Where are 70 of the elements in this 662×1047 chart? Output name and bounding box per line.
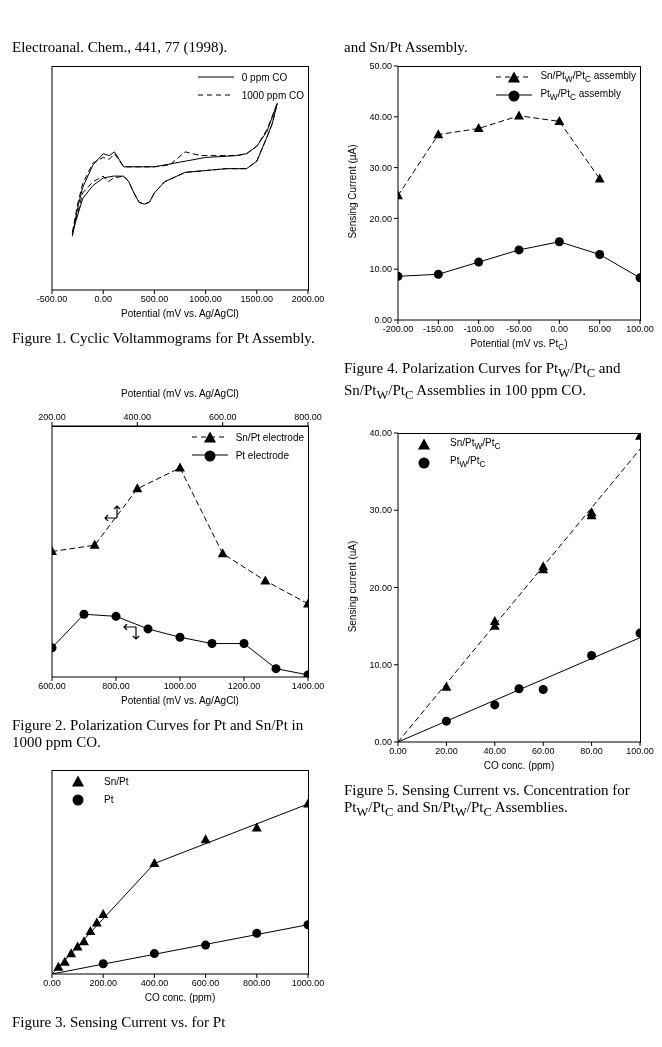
x-tick-label: -150.00 — [423, 324, 454, 335]
legend-label: 1000 ppm CO — [241, 89, 304, 101]
x-tick-label: 1200.00 — [227, 681, 261, 692]
y-tick-label: 30.00 — [369, 162, 392, 173]
x2-tick-label: 200.00 — [38, 412, 66, 422]
y-tick-label: 50.00 — [369, 61, 392, 72]
legend-label: Sn/Pt electrode — [235, 431, 304, 443]
x-tick-label: 200.00 — [89, 978, 117, 989]
text: and Sn/Pt Assembly. — [344, 38, 469, 56]
x-tick-label: 80.00 — [580, 746, 603, 757]
y-tick-label: 40.00 — [369, 428, 392, 439]
x-tick-label: 0.00 — [389, 746, 407, 757]
legend-label: Sn/Pt$_{W}$/Pt$_{C}$ — [450, 437, 501, 451]
legend-label: Sn/Pt$_{W}$/Pt$_{C}$ assembly — [540, 70, 636, 84]
x-tick-label: -200.00 — [382, 324, 414, 335]
x-tick-label: 0.00 — [94, 294, 112, 305]
x2-tick-label: 400.00 — [123, 412, 152, 422]
x-tick-label: 600.00 — [191, 978, 220, 989]
x-tick-label: 800.00 — [243, 978, 271, 989]
x-tick-label: 50.00 — [588, 324, 611, 335]
x-tick-label: 40.00 — [483, 746, 507, 757]
y-tick-label: 0.00 — [374, 737, 392, 748]
x-tick-label: 800.00 — [102, 681, 130, 692]
x-tick-label: 100.00 — [626, 746, 654, 757]
y-tick-label: 30.00 — [369, 505, 392, 516]
y-axis-title: Sensing current (uA) — [346, 539, 358, 634]
x-tick-label: 1000.00 — [291, 978, 325, 989]
x-tick-label: -500.00 — [36, 294, 68, 305]
x-tick-label: -50.00 — [506, 324, 532, 335]
text: Electroanal. Chem., 441, 77 (1998). — [12, 38, 229, 56]
x-tick-label: 1500.00 — [240, 294, 274, 305]
y-tick-label: 20.00 — [369, 582, 392, 593]
legend-label: Pt$_{W}$/Pt$_{C}$ assembly — [540, 88, 621, 102]
x-axis-title: CO conc. (ppm) — [143, 992, 217, 1003]
x-tick-label: 1000.00 — [163, 681, 197, 692]
x-tick-label: 600.00 — [38, 681, 66, 692]
x-tick-label: 500.00 — [140, 294, 169, 305]
x2-tick-label: 600.00 — [208, 412, 237, 422]
x-tick-label: 60.00 — [531, 746, 555, 757]
x2-axis-title: Potential (mV vs. Ag/AgCl) — [120, 388, 240, 399]
y-axis-title: Sensing Current (µA) — [346, 143, 358, 241]
x-tick-label: -100.00 — [463, 324, 494, 335]
text: Figure 2. Polarization Curves for Pt and Sn/Pt in 1000 ppm CO. — [12, 717, 305, 751]
x-axis-title: Potential (mV vs. Ag/AgCl) — [120, 695, 240, 706]
legend-label: 0 ppm CO — [241, 71, 288, 83]
text: Figure 3. Sensing Current vs. for Pt — [12, 1014, 227, 1031]
x-tick-label: 0.00 — [550, 324, 569, 335]
text: Figure 1. Cyclic Voltammograms for Pt Assembly. — [12, 330, 316, 347]
x-axis-title: Potential (mV vs. Ag/AgCl) — [120, 308, 240, 319]
chart-title: Figure 5. Sensing Current vs. Concentration for Pt$_{W}$/Pt$_{C}$ and Sn/Pt$_{W}$/Pt$_{C}$ Assemblies. — [344, 782, 630, 819]
y-tick-label: 10.00 — [369, 659, 392, 670]
legend-label: Pt$_{W}$/Pt$_{C}$ — [450, 455, 486, 469]
x-tick-label: 0.00 — [43, 978, 61, 989]
x-tick-label: 20.00 — [435, 746, 458, 757]
x-tick-label: 400.00 — [140, 978, 169, 989]
y-tick-label: 10.00 — [369, 264, 392, 275]
y-tick-label: 20.00 — [369, 213, 392, 224]
legend-label: Pt electrode — [235, 449, 289, 461]
legend-label: Pt — [104, 793, 114, 805]
legend-label: Sn/Pt — [104, 775, 129, 787]
y-tick-label: 0.00 — [374, 315, 392, 326]
x-tick-label: 1000.00 — [189, 294, 222, 305]
x-axis-title: CO conc. (ppm) — [482, 760, 556, 771]
x-tick-label: 100.00 — [626, 324, 654, 335]
x2-tick-label: 800.00 — [294, 412, 322, 422]
x-tick-label: 1400.00 — [291, 681, 325, 692]
x-tick-label: 2000.00 — [291, 294, 325, 305]
chart-title: Figure 4. Polarization Curves for Pt$_{W}$/Pt$_{C}$ and Sn/Pt$_{W}$/Pt$_{C}$ Assemblies in 100 ppm CO. — [344, 360, 621, 402]
y-tick-label: 40.00 — [369, 111, 392, 122]
x-axis-title: Potential (mV vs. Pt$_{C}$) — [469, 338, 569, 352]
